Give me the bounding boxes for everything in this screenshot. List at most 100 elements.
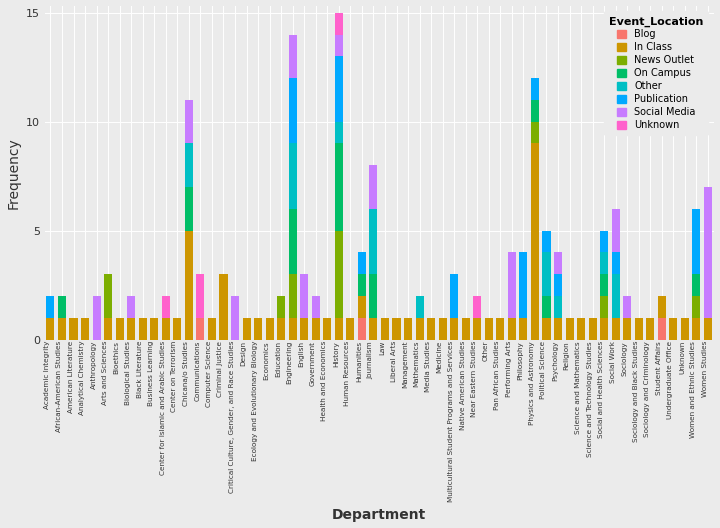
Bar xyxy=(554,274,562,296)
Bar xyxy=(254,318,262,340)
Bar xyxy=(93,296,101,340)
Bar xyxy=(358,318,366,340)
Bar xyxy=(612,252,620,274)
Bar xyxy=(369,209,377,274)
Bar xyxy=(335,13,343,34)
Bar xyxy=(266,318,274,340)
Bar xyxy=(542,231,551,252)
Bar xyxy=(542,296,551,318)
Bar xyxy=(519,318,528,340)
Bar xyxy=(174,318,181,340)
Bar xyxy=(693,209,701,274)
Bar xyxy=(473,318,481,340)
Bar xyxy=(635,318,643,340)
Bar xyxy=(116,318,124,340)
Bar xyxy=(104,274,112,318)
Bar xyxy=(46,296,55,318)
Bar xyxy=(289,34,297,78)
Bar xyxy=(289,318,297,340)
Y-axis label: Frequency: Frequency xyxy=(6,137,20,209)
Bar xyxy=(415,318,423,340)
Bar xyxy=(542,318,551,340)
Bar xyxy=(185,100,193,144)
Bar xyxy=(81,318,89,340)
Bar xyxy=(624,318,631,340)
Bar xyxy=(46,318,55,340)
Bar xyxy=(531,144,539,340)
Bar xyxy=(104,318,112,340)
Bar xyxy=(300,274,308,318)
Bar xyxy=(369,274,377,318)
Bar xyxy=(335,56,343,122)
Bar xyxy=(577,318,585,340)
Bar xyxy=(197,274,204,318)
Bar xyxy=(197,318,204,340)
Bar xyxy=(462,318,469,340)
Bar xyxy=(335,122,343,144)
Bar xyxy=(427,318,435,340)
Bar xyxy=(369,318,377,340)
Bar xyxy=(693,318,701,340)
Bar xyxy=(600,274,608,296)
Bar xyxy=(277,318,285,340)
Bar xyxy=(335,144,343,231)
Bar xyxy=(162,296,170,318)
Bar xyxy=(127,296,135,318)
Bar xyxy=(346,318,354,340)
Bar xyxy=(289,274,297,318)
Bar xyxy=(231,296,239,340)
Bar xyxy=(277,296,285,318)
Bar xyxy=(612,274,620,318)
Bar xyxy=(69,318,78,340)
Bar xyxy=(658,318,666,340)
Bar xyxy=(404,318,412,340)
Bar xyxy=(312,318,320,340)
Bar xyxy=(358,296,366,318)
Bar xyxy=(485,318,492,340)
Bar xyxy=(438,318,446,340)
Bar xyxy=(508,252,516,318)
Bar xyxy=(600,318,608,340)
Bar xyxy=(127,318,135,340)
Bar xyxy=(565,318,574,340)
Legend: Blog, In Class, News Outlet, On Campus, Other, Publication, Social Media, Unknow: Blog, In Class, News Outlet, On Campus, … xyxy=(604,12,708,135)
Bar xyxy=(588,318,597,340)
Bar xyxy=(508,318,516,340)
Bar xyxy=(612,209,620,252)
Bar xyxy=(185,187,193,231)
Bar xyxy=(139,318,147,340)
Bar xyxy=(554,252,562,274)
Bar xyxy=(220,274,228,340)
Bar xyxy=(450,274,458,318)
Bar xyxy=(624,296,631,318)
Bar xyxy=(693,296,701,318)
Bar xyxy=(208,318,216,340)
Bar xyxy=(450,318,458,340)
Bar xyxy=(531,100,539,122)
Bar xyxy=(681,318,689,340)
Bar xyxy=(693,274,701,296)
Bar xyxy=(704,318,712,340)
Bar xyxy=(289,78,297,144)
Bar xyxy=(600,296,608,318)
Bar xyxy=(670,318,678,340)
Bar xyxy=(647,318,654,340)
Bar xyxy=(600,231,608,252)
Bar xyxy=(542,252,551,296)
Bar xyxy=(531,78,539,100)
Bar xyxy=(58,318,66,340)
Bar xyxy=(150,318,158,340)
Bar xyxy=(358,274,366,296)
Bar xyxy=(358,252,366,274)
Bar xyxy=(473,296,481,318)
Bar xyxy=(392,318,400,340)
X-axis label: Department: Department xyxy=(332,508,426,522)
Bar xyxy=(496,318,505,340)
Bar xyxy=(162,318,170,340)
Bar xyxy=(554,296,562,318)
Bar xyxy=(243,318,251,340)
Bar xyxy=(554,318,562,340)
Bar xyxy=(600,252,608,274)
Bar xyxy=(335,34,343,56)
Bar xyxy=(289,209,297,274)
